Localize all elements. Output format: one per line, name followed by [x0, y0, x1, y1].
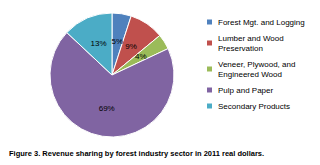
svg-text:5%: 5% — [112, 37, 124, 46]
svg-text:4%: 4% — [135, 52, 147, 61]
svg-text:Pulp and Paper: Pulp and Paper — [218, 86, 273, 95]
svg-text:Figure 3. Revenue sharing by f: Figure 3. Revenue sharing by forest indu… — [9, 149, 264, 158]
svg-text:Engineered Wood: Engineered Wood — [218, 70, 282, 79]
svg-text:Veneer, Plywood, and: Veneer, Plywood, and — [218, 60, 298, 69]
svg-text:9%: 9% — [125, 42, 137, 51]
svg-text:69%: 69% — [99, 104, 115, 113]
svg-text:13%: 13% — [90, 39, 106, 48]
svg-text:Secondary Products: Secondary Products — [218, 102, 290, 111]
svg-text:Lumber and Wood: Lumber and Wood — [218, 34, 286, 43]
svg-text:Preservation: Preservation — [218, 44, 263, 53]
svg-text:Forest Mgt. and Logging: Forest Mgt. and Logging — [218, 18, 305, 27]
